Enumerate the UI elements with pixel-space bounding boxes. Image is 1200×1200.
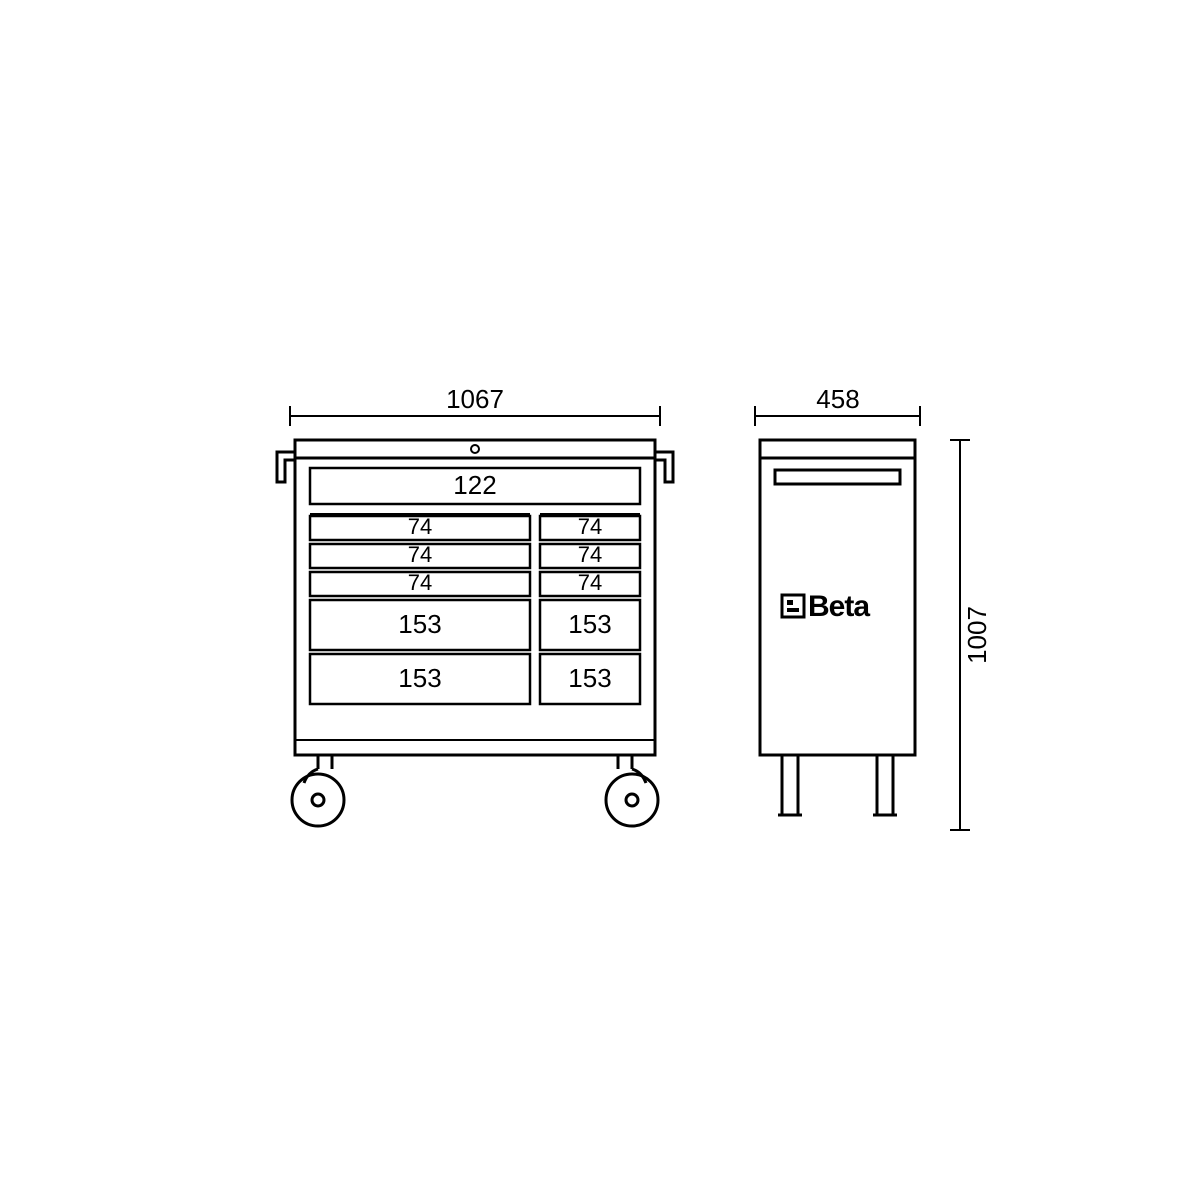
beta-logo: Beta [782,590,870,623]
drawer-r1: 74 [578,514,602,539]
brand-text: Beta [808,590,870,623]
drawer-r5: 153 [568,663,611,693]
dim-depth-label: 458 [816,384,859,414]
drawer-l1: 74 [408,514,432,539]
drawer-l2: 74 [408,542,432,567]
dimension-width: 1067 [290,384,660,426]
dimension-height: 1007 [950,440,992,830]
drawer-top-label: 122 [453,470,496,500]
drawer-r4: 153 [568,609,611,639]
handle-left [277,452,295,482]
dim-width-label: 1067 [446,384,504,414]
drawer-r3: 74 [578,570,602,595]
handle-right [655,452,673,482]
dim-height-label: 1007 [962,606,992,664]
caster-right [606,755,658,826]
technical-drawing: 122 74 74 74 153 153 74 74 [0,0,1200,1200]
dimension-depth: 458 [755,384,920,426]
drawer-column-right: 74 74 74 153 153 [540,514,640,704]
drawer-l3: 74 [408,570,432,595]
drawer-l4: 153 [398,609,441,639]
side-view: Beta [760,440,915,815]
drawer-column-left: 74 74 74 153 153 [310,514,530,704]
drawer-l5: 153 [398,663,441,693]
drawer-r2: 74 [578,542,602,567]
caster-left [292,755,344,826]
front-view: 122 74 74 74 153 153 74 74 [277,440,673,826]
